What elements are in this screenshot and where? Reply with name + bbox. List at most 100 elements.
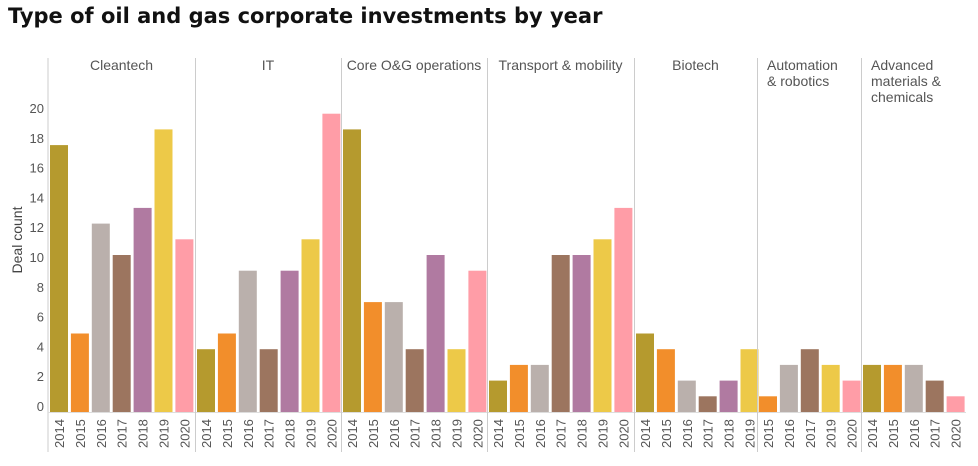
x-tick-label: 2018 [722,419,737,448]
x-tick-label: 2015 [659,419,674,448]
bar-2015 [883,364,902,412]
x-tick-label: 2019 [596,419,611,448]
bar-2017 [698,396,717,412]
bar-2019 [447,349,466,412]
bar-2015 [363,302,382,412]
x-tick-label: 2015 [512,419,527,448]
bar-2014 [343,129,361,412]
panel-header: Cleantech [90,57,153,73]
bar-2016 [904,364,923,412]
x-tick-label: 2019 [450,419,465,448]
bar-2020 [946,396,965,412]
bar-2016 [779,364,798,412]
y-tick-label: 20 [30,101,44,116]
bar-2019 [154,129,173,412]
x-tick-label: 2017 [554,419,569,448]
panel-header: Automation [767,57,838,73]
bar-2017 [925,380,944,412]
panel-header: materials & [871,73,942,89]
x-tick-label: 2020 [324,419,339,448]
x-tick-label: 2016 [387,419,402,448]
bar-2017 [259,349,278,412]
x-tick-label: 2014 [491,419,506,448]
bar-2016 [238,270,257,412]
y-tick-label: 2 [37,369,44,384]
x-tick-label: 2018 [575,419,590,448]
panel-header: chemicals [871,89,933,105]
bar-2018 [280,270,299,412]
x-tick-label: 2014 [199,419,214,448]
bar-2016 [91,223,110,412]
y-axis-label: Deal count [9,206,25,273]
y-tick-label: 10 [30,250,44,265]
x-tick-label: 2020 [177,419,192,448]
bar-2017 [800,349,819,412]
x-tick-label: 2015 [886,419,901,448]
panel-header: Biotech [672,57,719,73]
panel-header: & robotics [767,73,829,89]
x-tick-label: 2020 [470,419,485,448]
x-tick-label: 2019 [157,419,172,448]
x-tick-label: 2019 [743,419,758,448]
bar-2015 [217,333,236,412]
x-tick-label: 2017 [408,419,423,448]
x-tick-label: 2017 [115,419,130,448]
bar-2017 [405,349,424,412]
x-tick-label: 2018 [429,419,444,448]
bar-2020 [842,380,861,412]
x-tick-label: 2017 [701,419,716,448]
bar-2017 [112,255,131,412]
bar-2015 [70,333,89,412]
x-tick-label: 2014 [345,419,360,448]
bar-2014 [50,145,68,412]
x-tick-label: 2014 [865,419,880,448]
bar-2019 [740,349,759,412]
bar-2014 [636,333,654,412]
panel-header: Advanced [871,57,933,73]
bar-2018 [426,255,445,412]
x-tick-label: 2017 [928,419,943,448]
bar-2015 [656,349,675,412]
bar-2019 [593,239,612,412]
y-tick-label: 8 [37,280,44,295]
panel-header: IT [262,57,275,73]
x-tick-label: 2020 [949,419,964,448]
bar-2020 [322,113,341,412]
y-tick-label: 12 [30,220,44,235]
x-tick-label: 2015 [366,419,381,448]
bar-2020 [614,207,633,412]
x-tick-label: 2019 [824,419,839,448]
bar-2016 [530,364,549,412]
bar-2014 [197,349,215,412]
y-tick-label: 4 [37,339,44,354]
panel-header: Core O&G operations [347,57,482,73]
x-tick-label: 2017 [262,419,277,448]
x-tick-label: 2015 [761,419,776,448]
bar-2020 [175,239,194,412]
y-tick-label: 0 [37,399,44,414]
x-tick-label: 2020 [845,419,860,448]
y-tick-label: 14 [30,190,44,205]
bar-2017 [551,255,570,412]
bar-2016 [384,302,403,412]
x-tick-label: 2016 [94,419,109,448]
bar-2014 [489,380,507,412]
bar-2019 [301,239,320,412]
bar-2019 [821,364,840,412]
x-tick-label: 2014 [638,419,653,448]
x-tick-label: 2019 [304,419,319,448]
x-tick-label: 2020 [616,419,631,448]
x-tick-label: 2018 [283,419,298,448]
x-tick-label: 2017 [803,419,818,448]
bar-2018 [133,207,152,412]
y-tick-label: 16 [30,161,44,176]
x-tick-label: 2016 [533,419,548,448]
bar-2015 [759,396,777,412]
bar-2020 [468,270,487,412]
chart-title: Type of oil and gas corporate investment… [8,4,603,28]
y-tick-label: 18 [30,131,44,146]
bar-2018 [719,380,738,412]
y-tick-label: 6 [37,310,44,325]
x-tick-label: 2014 [52,419,67,448]
